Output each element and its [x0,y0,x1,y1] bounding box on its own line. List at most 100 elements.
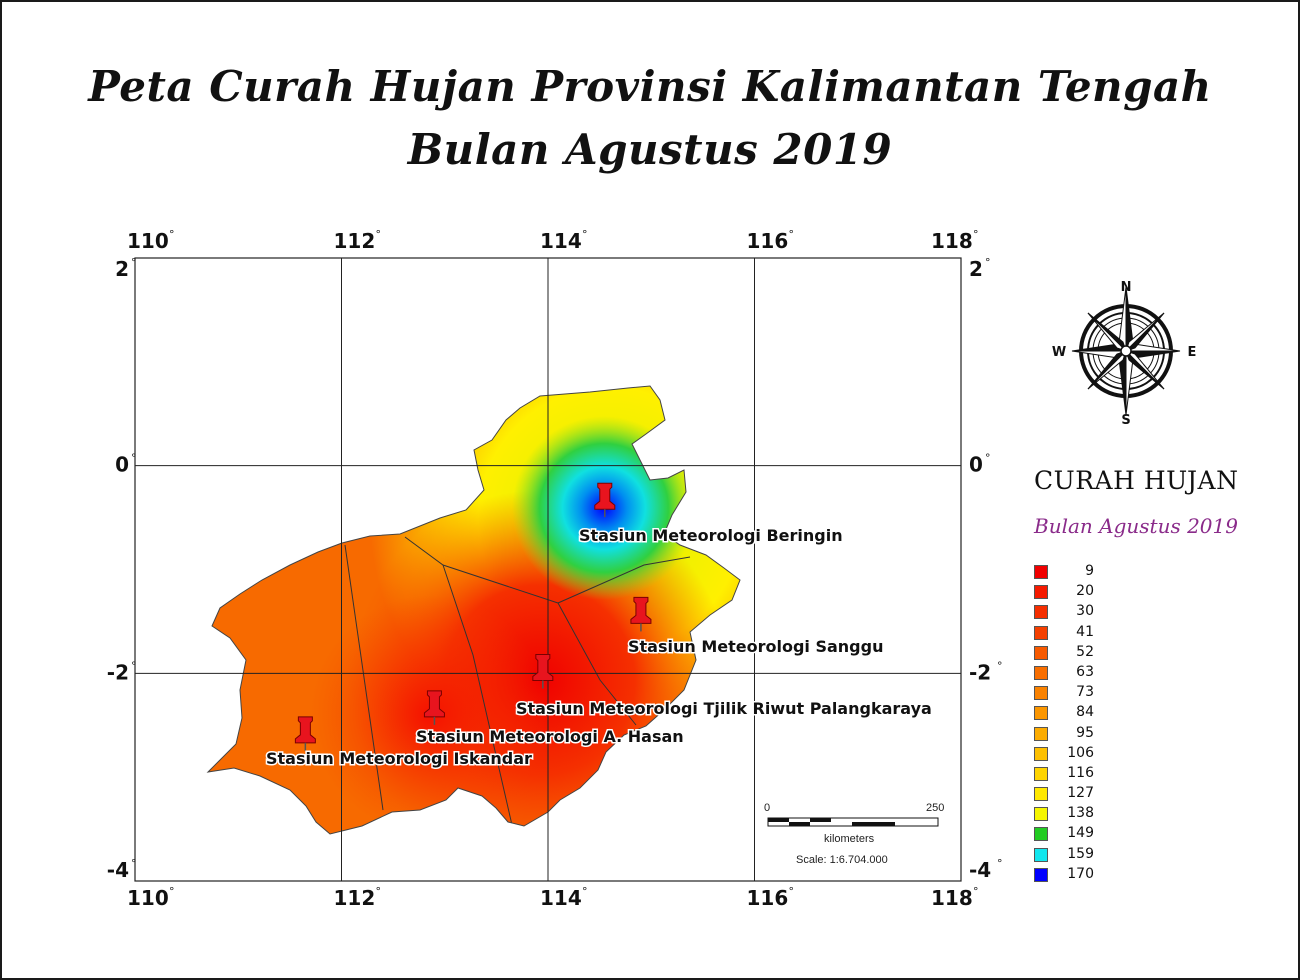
scale-unit: kilometers [824,833,875,845]
legend-item: 159 [1034,845,1094,865]
legend-item: 116 [1034,764,1094,784]
compass-e: E [1188,345,1197,360]
map-pin-icon [532,654,554,682]
lat-label-left: 2 [115,257,129,281]
station-marker[interactable] [630,596,652,632]
map-pin-icon [423,690,445,718]
scale-end: 250 [926,802,945,814]
legend-swatch [1034,847,1048,862]
legend-swatch [1034,665,1048,680]
lon-label-bottom: 112 [334,886,376,910]
lat-label-left: 0 [115,453,129,477]
map-subtitle: Bulan Agustus 2019 [407,125,893,174]
legend-swatch [1034,746,1048,761]
legend-item: 149 [1034,824,1094,844]
map-pin-icon [294,716,316,744]
lon-label-top: 116 [747,229,789,253]
station-marker[interactable] [594,482,616,518]
stations-layer: Stasiun Meteorologi Beringin Stasiun Mete… [265,482,933,770]
lat-label-right: -2 [969,660,991,684]
degree-symbol: ° [985,256,991,269]
legend-swatch [1034,625,1048,640]
legend-value: 20 [1076,583,1094,600]
lat-label-right: -4 [969,858,991,882]
scale-start: 0 [764,802,771,814]
map-title: Peta Curah Hujan Provinsi Kalimantan Ten… [88,62,1212,111]
degree-symbol: ° [376,228,382,241]
degree-symbol: ° [169,885,175,898]
legend-item: 138 [1034,804,1094,824]
legend-value: 30 [1076,603,1094,620]
station-label: Stasiun Meteorologi Tjilik Riwut Palangk… [516,699,932,718]
scale-bar-graphic [767,817,939,827]
degree-symbol: ° [131,857,137,870]
degree-symbol: ° [789,228,795,241]
legend-title: CURAH HUJAN [1034,466,1239,495]
lon-label-bottom: 116 [747,886,789,910]
lat-label-left: -2 [107,660,129,684]
graticule: 110 °110 °112 °112 °114 °114 °116 °116 °118 °118 °… [107,228,1003,910]
legend-value: 84 [1076,704,1094,721]
degree-symbol: ° [973,228,979,241]
legend-swatch [1034,605,1048,620]
station-marker[interactable] [423,690,445,725]
legend-swatch [1034,565,1048,579]
degree-symbol: ° [582,228,588,241]
lon-label-top: 112 [334,229,376,253]
station-label: Stasiun Meteorologi Iskandar [266,749,532,768]
thiessen-lines [344,536,691,826]
legend-value: 149 [1067,825,1094,842]
station-marker[interactable] [294,716,316,751]
station-label: Stasiun Meteorologi Sanggu [628,637,883,656]
legend-value: 95 [1076,724,1094,741]
degree-symbol: ° [131,452,137,465]
legend-value: 116 [1067,764,1094,781]
lon-label-bottom: 118 [931,886,973,910]
station-marker[interactable] [532,654,554,689]
legend-value: 106 [1067,744,1094,761]
legend-swatch [1034,585,1048,600]
legend-item: 9 [1034,562,1094,582]
legend-subtitle: Bulan Agustus 2019 [1034,514,1238,538]
scale-ratio: Scale: 1:6.704.000 [796,854,888,866]
degree-symbol: ° [789,885,795,898]
legend-swatch [1034,787,1048,802]
legend-item: 170 [1034,865,1094,885]
lon-label-bottom: 114 [540,886,582,910]
legend-value: 127 [1067,785,1094,802]
legend-item: 127 [1034,784,1094,804]
degree-symbol: ° [131,659,137,672]
legend-item: 41 [1034,623,1094,643]
lon-label-top: 118 [931,229,973,253]
legend-value: 63 [1076,663,1094,680]
compass-n: N [1121,280,1132,295]
degree-symbol: ° [973,885,979,898]
map-pin-icon [630,596,652,624]
compass-rose: N S E W [1052,280,1197,428]
degree-symbol: ° [997,857,1003,870]
lat-label-left: -4 [107,858,129,882]
legend-item: 63 [1034,663,1094,683]
legend-swatch [1034,706,1048,721]
legend-item: 30 [1034,602,1094,622]
station-label: Stasiun Meteorologi Beringin [579,526,843,545]
legend-item: 84 [1034,703,1094,723]
lon-label-bottom: 110 [127,886,169,910]
legend-item: 73 [1034,683,1094,703]
lon-label-top: 114 [540,229,582,253]
map-pin-icon [594,482,616,510]
legend-swatch [1034,827,1048,842]
legend-value: 73 [1076,684,1094,701]
legend-list: 9 20 30 41 52 63 73 84 95 106 116 127 138 149 159 170 [1034,562,1094,885]
legend-swatch [1034,766,1048,781]
legend-value: 41 [1076,623,1094,640]
lat-label-right: 2 [969,257,983,281]
legend-swatch [1034,686,1048,701]
legend-value: 9 [1085,563,1094,579]
legend-value: 138 [1067,805,1094,822]
legend-value: 52 [1076,643,1094,660]
lon-label-top: 110 [127,229,169,253]
scale-bar: 0 250 kilometers Scale: 1:6.704.000 [760,800,950,880]
degree-symbol: ° [376,885,382,898]
